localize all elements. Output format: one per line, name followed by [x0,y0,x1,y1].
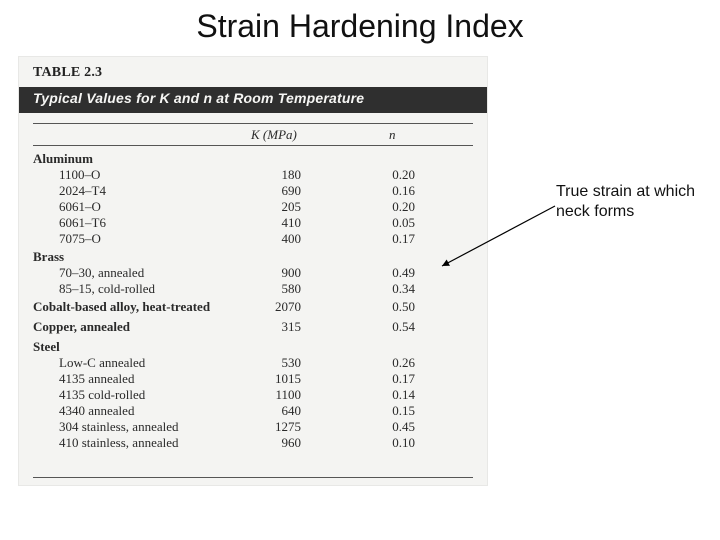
row-label-copper: Copper, annealed [33,319,130,335]
row-n: 0.17 [377,231,415,247]
row-n: 0.34 [377,281,415,297]
row-name: Low-C annealed [59,355,145,371]
row-k: 2070 [251,299,301,315]
row-k: 530 [251,355,301,371]
row-name: 6061–O [59,199,101,215]
row-name: 6061–T6 [59,215,106,231]
row-name: 4135 annealed [59,371,134,387]
row-label-cobalt: Cobalt-based alloy, heat-treated [33,299,210,315]
row-n: 0.16 [377,183,415,199]
row-n: 0.10 [377,435,415,451]
row-name: 7075–O [59,231,101,247]
col-header-k: K (MPa) [251,127,297,143]
slide: Strain Hardening Index TABLE 2.3 Typical… [0,0,720,540]
annotation-text: True strain at which neck forms [556,182,696,222]
row-n: 0.45 [377,419,415,435]
row-n: 0.20 [377,167,415,183]
rule-head [33,145,473,146]
row-k: 205 [251,199,301,215]
row-k: 400 [251,231,301,247]
row-k: 900 [251,265,301,281]
row-n: 0.50 [377,299,415,315]
row-name: 70–30, annealed [59,265,144,281]
col-header-n: n [389,127,396,143]
row-name: 2024–T4 [59,183,106,199]
group-label-aluminum: Aluminum [33,151,93,167]
row-n: 0.54 [377,319,415,335]
row-k: 640 [251,403,301,419]
row-name: 4340 annealed [59,403,134,419]
row-k: 960 [251,435,301,451]
group-label-steel: Steel [33,339,60,355]
rule-top [33,123,473,124]
row-k: 690 [251,183,301,199]
table-scan: TABLE 2.3 Typical Values for K and n at … [18,56,488,486]
row-k: 1100 [251,387,301,403]
row-name: 1100–O [59,167,100,183]
table-caption: Typical Values for K and n at Room Tempe… [33,90,364,106]
row-k: 580 [251,281,301,297]
rule-bottom [33,477,473,478]
row-name: 4135 cold-rolled [59,387,145,403]
row-n: 0.49 [377,265,415,281]
row-name: 410 stainless, annealed [59,435,179,451]
row-n: 0.15 [377,403,415,419]
row-n: 0.05 [377,215,415,231]
row-k: 315 [251,319,301,335]
row-n: 0.20 [377,199,415,215]
row-name: 85–15, cold-rolled [59,281,155,297]
row-name: 304 stainless, annealed [59,419,179,435]
row-k: 1275 [251,419,301,435]
row-n: 0.17 [377,371,415,387]
table-caption-bar: Typical Values for K and n at Room Tempe… [19,87,487,113]
page-title: Strain Hardening Index [0,8,720,45]
table-label: TABLE 2.3 [33,65,102,81]
group-label-brass: Brass [33,249,64,265]
row-k: 1015 [251,371,301,387]
row-n: 0.26 [377,355,415,371]
row-k: 410 [251,215,301,231]
row-n: 0.14 [377,387,415,403]
row-k: 180 [251,167,301,183]
